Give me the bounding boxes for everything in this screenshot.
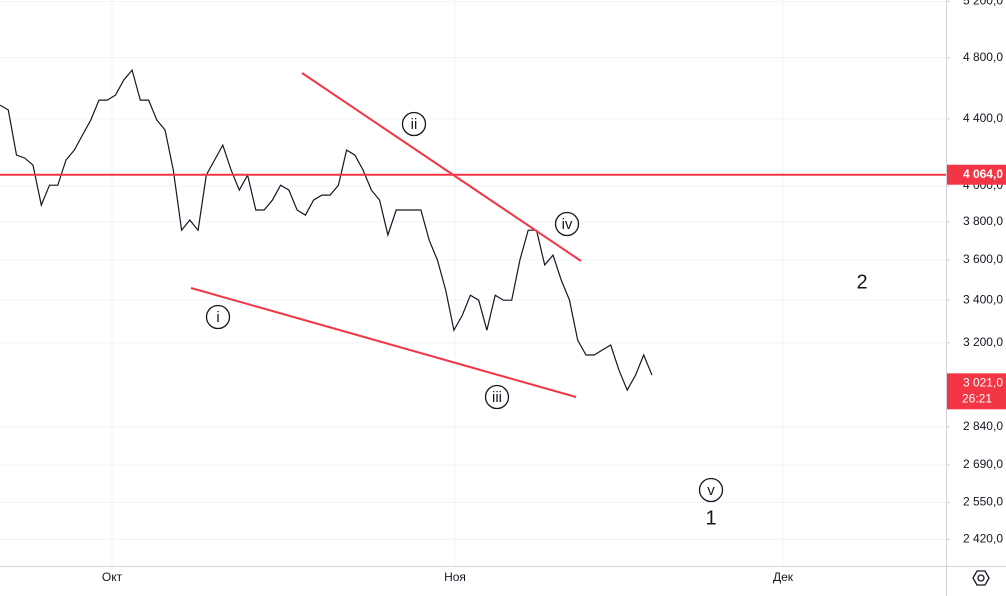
y-tick-label: 2 840,0 [963,419,1003,433]
x-tick-label: Дек [773,570,794,584]
countdown-label: 26:21 [962,391,992,405]
wave-label: iv [562,216,573,233]
lower-trend-line [190,287,577,398]
wave-circle [554,211,580,237]
y-tick-label: 4 800,0 [963,50,1003,64]
wave-label: i [216,309,219,326]
wave-circle [205,304,231,330]
y-tick-label: 2 550,0 [963,495,1003,509]
x-tick-label: Ноя [444,570,466,584]
wave-label: 2 [856,271,867,293]
wave-circle [698,477,724,503]
last-price-label: 3 021,0 [963,375,1003,389]
y-tick-label: 2 420,0 [963,532,1003,546]
last-price-bg [947,373,1006,410]
y-tick-label: 3 400,0 [963,292,1003,306]
x-tick-label: Окт [102,570,123,584]
y-tick-label: 4 400,0 [963,111,1003,125]
level-label: 4 064,0 [963,167,1003,181]
wave-label: ii [411,116,418,133]
price-line [0,68,653,392]
wave-label: iii [492,389,502,406]
settings-icon[interactable] [972,570,990,586]
wave-label: v [707,482,715,499]
level-label-bg [947,164,1006,185]
upper-trend-line [301,72,582,262]
wave-circle [484,384,510,410]
y-tick-label: 3 200,0 [963,335,1003,349]
y-tick-label: 2 690,0 [963,457,1003,471]
trend-lines [190,72,582,398]
settings-hex [972,570,990,586]
wave-label: 1 [705,507,716,529]
y-tick-label: 5 200,0 [963,0,1003,8]
wave-circle [401,111,427,137]
settings-center [977,574,985,582]
y-tick-label: 3 600,0 [963,252,1003,266]
y-tick-label: 3 800,0 [963,214,1003,228]
